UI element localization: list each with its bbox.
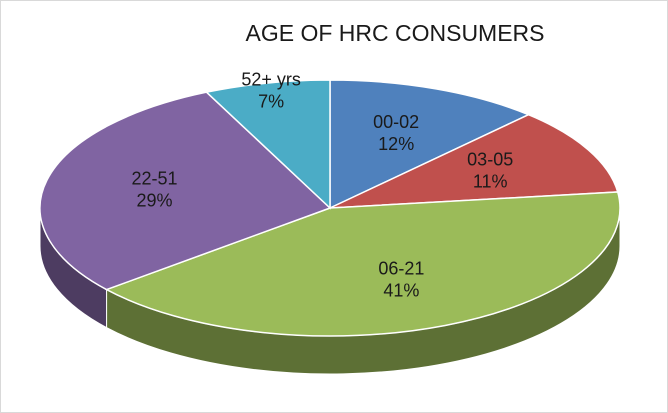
- slice-category-label: 06-21: [378, 259, 424, 279]
- slice-value-label: 41%: [383, 281, 419, 301]
- slice-value-label: 11%: [473, 172, 508, 192]
- slice-category-label: 52+ yrs: [241, 70, 301, 90]
- slice: [39, 91, 332, 291]
- slice-category-label: 22-51: [132, 168, 178, 188]
- slice-category-label: 00-02: [373, 112, 419, 132]
- slice: [204, 79, 331, 210]
- slice: [329, 113, 619, 209]
- slice: [104, 191, 621, 337]
- chart-title: AGE OF HRC CONSUMERS: [245, 20, 544, 46]
- slice-value-label: 29%: [137, 190, 173, 210]
- slice-category-label: 03-05: [467, 150, 513, 170]
- slice-value-label: 7%: [258, 92, 284, 112]
- slice: [329, 79, 531, 210]
- slice-value-label: 12%: [378, 134, 414, 154]
